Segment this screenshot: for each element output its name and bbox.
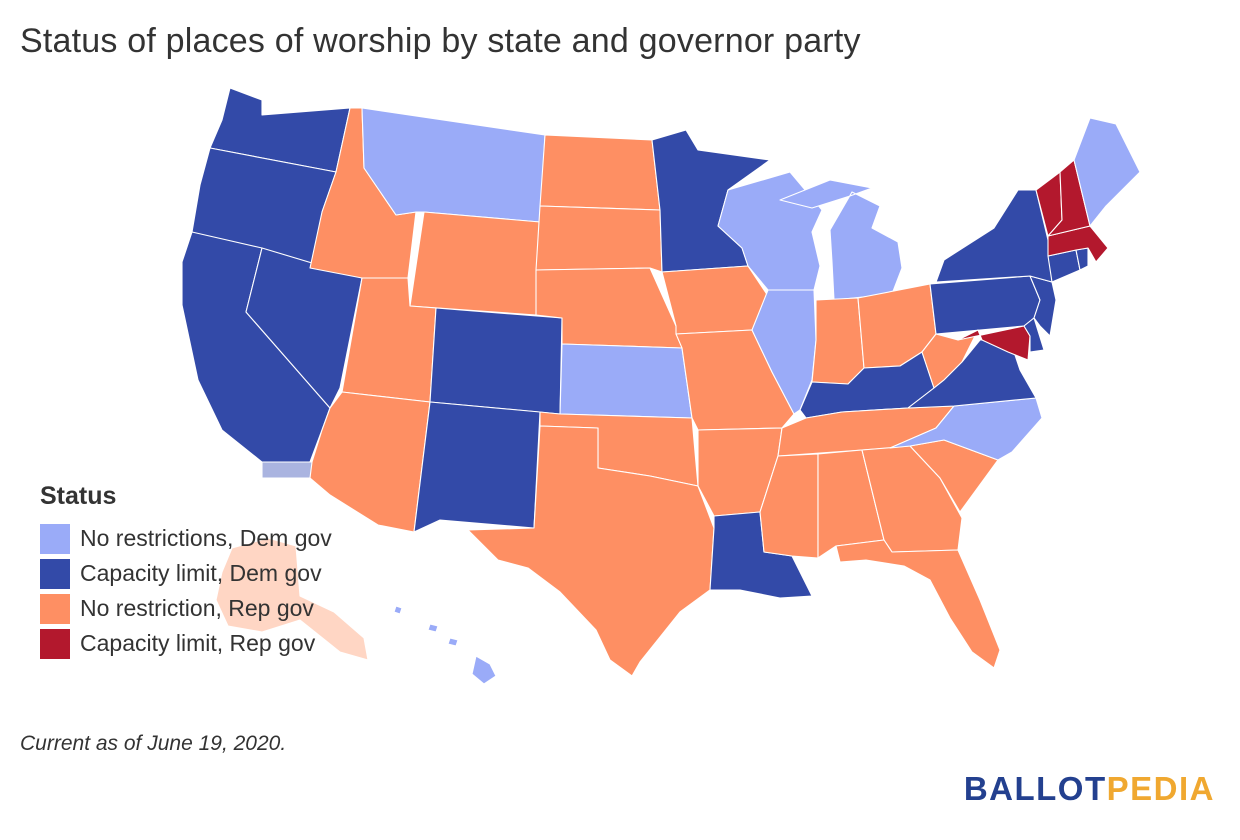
legend-item-capacity-limit-rep: Capacity limit, Rep gov [40, 626, 332, 661]
state-fl[interactable] [835, 539, 1001, 669]
state-sd[interactable] [535, 205, 663, 273]
state-nc[interactable] [889, 397, 1043, 461]
state-ny[interactable] [935, 189, 1053, 283]
legend-label: Capacity limit, Dem gov [80, 560, 322, 586]
legend-label: No restriction, Rep gov [80, 595, 314, 621]
state-de[interactable] [1023, 317, 1045, 353]
legend-swatch [40, 593, 70, 624]
state-nj[interactable] [1029, 275, 1057, 337]
state-me[interactable] [1073, 117, 1141, 227]
state-mi[interactable] [779, 179, 903, 301]
state-mt[interactable] [361, 107, 546, 223]
state-in[interactable] [811, 297, 865, 385]
state-pa[interactable] [929, 275, 1041, 335]
date-note: Current as of June 19, 2020. [20, 732, 287, 755]
legend-label: No restrictions, Dem gov [80, 525, 332, 551]
state-nh[interactable] [1047, 159, 1091, 237]
legend-item-no-restriction-rep: No restriction, Rep gov [40, 591, 332, 626]
legend-label: Capacity limit, Rep gov [80, 630, 316, 656]
state-nd[interactable] [539, 134, 661, 211]
logo-part-ballot: BALLOT [963, 770, 1107, 807]
state-ks[interactable] [559, 343, 693, 419]
legend-item-no-restrictions-dem: No restrictions, Dem gov [40, 521, 332, 556]
state-ak[interactable] [215, 537, 369, 661]
state-wy[interactable] [409, 211, 541, 316]
state-co[interactable] [429, 307, 563, 415]
legend-swatch [40, 523, 70, 554]
logo-part-pedia: PEDIA [1106, 770, 1215, 807]
chart-title: Status of places of worship by state and… [20, 22, 861, 60]
legend-item-capacity-limit-dem: Capacity limit, Dem gov [40, 556, 332, 591]
legend-swatch [40, 558, 70, 589]
state-tx[interactable] [467, 425, 715, 677]
state-ma[interactable] [1047, 225, 1109, 263]
state-hi[interactable] [393, 605, 497, 685]
state-nm[interactable] [413, 401, 541, 533]
faded-overlay-blue [261, 461, 316, 479]
state-ia[interactable] [661, 265, 769, 335]
legend-title: Status [40, 482, 117, 510]
legend-swatch [40, 628, 70, 659]
legend: Status No restrictions, Dem gov Capacity… [40, 482, 332, 661]
ballotpedia-logo: BALLOTPEDIA [964, 770, 1215, 808]
